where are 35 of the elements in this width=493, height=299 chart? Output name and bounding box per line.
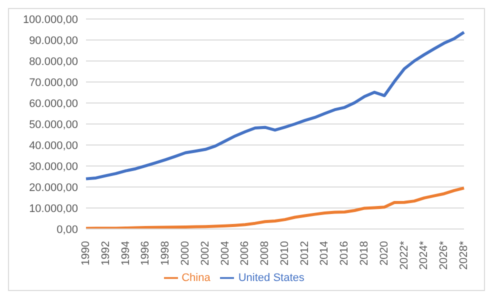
y-tick-label: 80.000,00 [29,56,78,68]
x-tick-label: 2014 [318,241,331,266]
x-tick-label: 2026* [438,240,450,270]
y-tick-label: 60.000,00 [29,98,78,110]
x-tick-label: 1990 [80,241,92,266]
x-tick-label: 1998 [160,241,172,266]
x-tick-label: 2020 [378,241,390,266]
y-tick-label: 50.000,00 [29,118,78,131]
x-tick-label: 1992 [100,241,112,266]
y-tick-label: 0,00 [56,224,78,236]
x-tick-label: 1996 [140,241,152,266]
x-tick-label: 2016 [338,241,351,266]
y-tick-label: 70.000,00 [29,76,78,89]
y-tick-label: 100.000,00 [22,14,78,26]
y-tick-label: 10.000,00 [29,202,78,215]
line-series [84,30,466,180]
y-tick-label: 20.000,00 [29,182,78,194]
x-tick-label: 2008 [259,241,272,266]
y-tick-label: 90.000,00 [29,34,78,47]
x-tick-label: 2002 [199,241,212,266]
x-tick-label: 2004 [219,241,232,266]
x-tick-label: 2018 [358,241,371,266]
x-tick-label: 1994 [120,241,132,266]
x-tick-label: 2024* [418,240,430,270]
legend-label: United States [238,272,304,284]
x-tick-label: 2000 [179,241,192,266]
line-series [84,186,466,229]
x-tick-label: 2022* [398,240,410,270]
legend-label: China [182,272,210,284]
y-tick-label: 40.000,00 [29,140,78,152]
x-tick-label: 2012 [298,241,311,266]
y-tick-label: 30.000,00 [29,160,78,173]
x-tick-label: 2028* [458,240,470,270]
x-tick-label: 2006 [239,241,252,266]
x-tick-label: 2010 [278,241,291,266]
